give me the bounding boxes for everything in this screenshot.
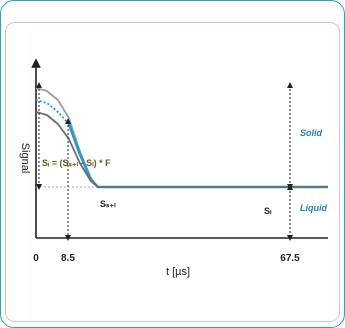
series-blue [67,123,328,189]
signal-chart: 0 8.5 67.5 t [µs] Signal Sᵢ = (Sₛ₊ₗ - Sₗ) * F… [19,58,328,278]
solid-label: Solid [300,128,323,138]
x-tick-label: 8.5 [61,253,75,264]
liquid-label: Liquid [300,203,327,213]
series-lower-gray [35,111,328,188]
y-axis-label: Signal [19,143,31,174]
s-sl-label: Sₛ₊ₗ [100,199,116,209]
s-l-label: Sₗ [264,206,272,216]
formula-annotation: Sᵢ = (Sₛ₊ₗ - Sₗ) * F [42,158,111,168]
series-upper-gray [35,87,328,188]
figure-card: 0 8.5 67.5 t [µs] Signal Sᵢ = (Sₛ₊ₗ - Sₗ) * F… [5,22,340,322]
x-axis-label: t [µs] [166,266,190,278]
x-tick-label: 67.5 [280,253,300,264]
x-tick-label: 0 [33,253,39,264]
